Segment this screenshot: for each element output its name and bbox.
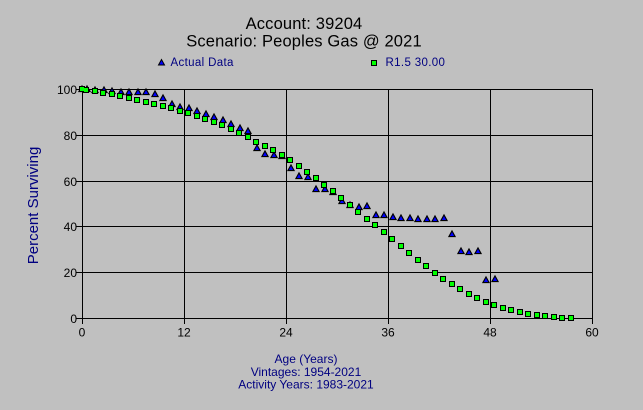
svg-text:0: 0: [79, 326, 86, 340]
svg-text:36: 36: [381, 326, 395, 340]
svg-text:0: 0: [70, 312, 77, 326]
svg-text:48: 48: [483, 326, 497, 340]
svg-text:Vintages: 1954-2021: Vintages: 1954-2021: [251, 365, 362, 379]
svg-text:Account: 39204: Account: 39204: [246, 15, 363, 33]
svg-text:100: 100: [57, 83, 77, 97]
svg-text:12: 12: [177, 326, 191, 340]
svg-text:Actual Data: Actual Data: [171, 57, 235, 69]
svg-text:Activity Years: 1983-2021: Activity Years: 1983-2021: [238, 378, 374, 392]
svg-text:24: 24: [279, 326, 293, 340]
svg-text:60: 60: [64, 175, 78, 189]
svg-text:Age (Years): Age (Years): [275, 352, 338, 366]
svg-text:60: 60: [585, 326, 599, 340]
svg-text:80: 80: [64, 129, 78, 143]
svg-text:Percent Surviving: Percent Surviving: [25, 147, 42, 265]
svg-text:20: 20: [64, 266, 78, 280]
svg-text:R1.5 30.00: R1.5 30.00: [386, 57, 446, 69]
svg-text:Scenario: Peoples Gas @ 2021: Scenario: Peoples Gas @ 2021: [186, 33, 422, 51]
svg-text:40: 40: [64, 220, 78, 234]
